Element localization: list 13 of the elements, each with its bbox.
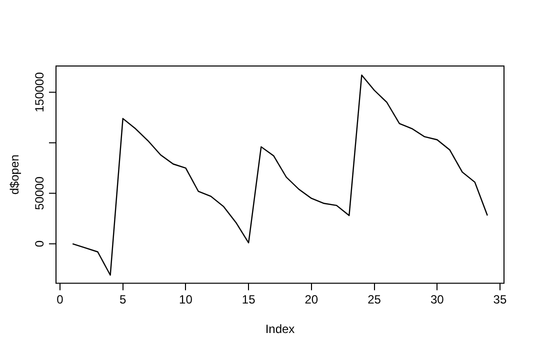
y-tick-label: 150000 [32, 72, 46, 112]
x-tick-label: 0 [56, 292, 64, 307]
x-tick-label: 10 [179, 292, 193, 307]
y-axis-title: d$open [8, 154, 22, 195]
x-tick-label: 5 [120, 292, 127, 307]
y-tick-label: 0 [32, 240, 46, 248]
x-tick-label: 20 [304, 292, 318, 307]
x-tick-label: 35 [493, 292, 507, 307]
x-axis-title: Index [265, 322, 295, 336]
y-tick-label: 50000 [32, 176, 46, 210]
x-tick-label: 25 [368, 292, 382, 307]
x-tick-label: 15 [242, 292, 256, 307]
x-tick-label: 30 [430, 292, 444, 307]
